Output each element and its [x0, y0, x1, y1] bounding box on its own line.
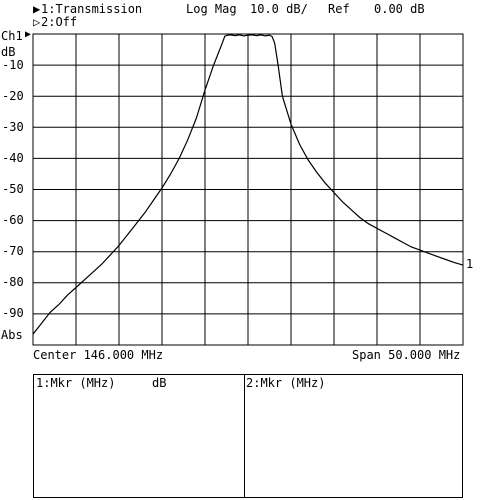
- y-tick-label: -70: [2, 244, 24, 258]
- y-tick-label: -40: [2, 151, 24, 165]
- transmission-plot[interactable]: [0, 0, 486, 370]
- trace1-active-indicator: ▶: [33, 2, 41, 16]
- trace-layer: [32, 34, 464, 335]
- series-line-transmission: [32, 34, 464, 335]
- marker-2-header: 2:Mkr (MHz): [246, 376, 326, 390]
- ref-value[interactable]: 0.00 dB: [374, 2, 425, 16]
- y-tick-label: -30: [2, 120, 24, 134]
- y-tick-label: -50: [2, 182, 24, 196]
- marker-column-2: 2:Mkr (MHz): [244, 375, 462, 497]
- abs-label: Abs: [1, 328, 23, 342]
- trace2-inactive-indicator: ▷: [33, 15, 41, 29]
- marker-1-unit: dB: [152, 376, 167, 390]
- ref-label: Ref: [328, 2, 350, 16]
- y-tick-label: -60: [2, 213, 24, 227]
- graticule: [32, 33, 464, 346]
- y-tick-label: -80: [2, 275, 24, 289]
- trace2-label[interactable]: 2:Off: [41, 15, 78, 29]
- scale-label[interactable]: 10.0 dB/: [250, 2, 308, 16]
- center-frequency[interactable]: Center 146.000 MHz: [33, 348, 164, 362]
- marker-table: 1:Mkr (MHz) dB 2:Mkr (MHz): [33, 374, 463, 498]
- y-tick-label: -20: [2, 89, 24, 103]
- y-tick-label: -90: [2, 306, 24, 320]
- unit-label: dB: [1, 45, 16, 59]
- channel-label: Ch1: [1, 29, 23, 43]
- format-label[interactable]: Log Mag: [186, 2, 237, 16]
- y-tick-label: -10: [2, 58, 24, 72]
- trace1-label[interactable]: 1:Transmission: [41, 2, 143, 16]
- trace-end-marker: 1: [466, 257, 474, 271]
- marker-1-header: 1:Mkr (MHz): [36, 376, 116, 390]
- reference-pointer-icon: ▶: [25, 29, 32, 40]
- span-frequency[interactable]: Span 50.000 MHz: [352, 348, 461, 362]
- marker-column-1: 1:Mkr (MHz) dB: [34, 375, 245, 497]
